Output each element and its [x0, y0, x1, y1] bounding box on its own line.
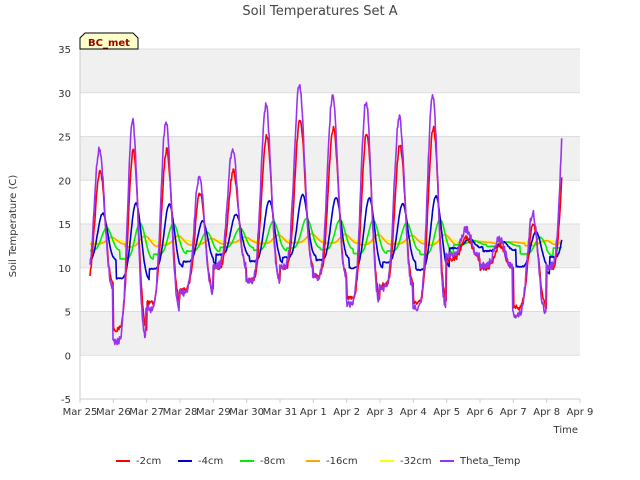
y-tick-label: 15: [58, 220, 71, 231]
legend-label: -16cm: [326, 456, 358, 467]
series-lines: [89, 84, 563, 346]
legend-item: -4cm: [178, 456, 223, 467]
legend-item: -16cm: [306, 456, 358, 467]
badge-box: [79, 32, 139, 50]
plot-band: [80, 49, 580, 93]
x-tick-label: Apr 2: [333, 407, 360, 418]
x-tick-label: Apr 7: [500, 407, 527, 418]
y-tick-label: 30: [58, 89, 71, 100]
series-line-thetatemp: [89, 84, 563, 346]
x-tick-label: Mar 25: [63, 407, 98, 418]
y-tick-label: 10: [58, 264, 71, 275]
x-tick-label: Apr 6: [467, 407, 494, 418]
series-line-4cm: [89, 193, 563, 281]
x-tick-label: Mar 31: [263, 407, 298, 418]
legend-label: Theta_Temp: [459, 456, 520, 467]
legend-item: -2cm: [116, 456, 161, 467]
axes: [79, 49, 580, 400]
legend-item: Theta_Temp: [440, 456, 520, 467]
legend-label: -32cm: [400, 456, 432, 467]
x-tick-label: Apr 1: [300, 407, 327, 418]
y-tick-label: 0: [65, 351, 71, 362]
y-tick-label: 20: [58, 176, 71, 187]
x-tick-label: Mar 26: [96, 407, 131, 418]
y-axis-label: Soil Temperature (C): [8, 175, 19, 278]
legend-item: -32cm: [380, 456, 432, 467]
y-tick-label: 35: [58, 45, 71, 56]
legend-item: -8cm: [240, 456, 285, 467]
legend-label: -4cm: [198, 456, 223, 467]
legend-label: -8cm: [260, 456, 285, 467]
x-tick-label: Apr 4: [400, 407, 427, 418]
x-tick-label: Apr 5: [433, 407, 460, 418]
y-tick-label: 25: [58, 133, 71, 144]
x-tick-label: Apr 9: [567, 407, 594, 418]
x-tick-label: Mar 28: [163, 407, 198, 418]
series-line-8cm: [89, 217, 563, 261]
badge-text: BC_met: [88, 38, 130, 49]
legend-label: -2cm: [136, 456, 161, 467]
x-tick-label: Mar 30: [229, 407, 264, 418]
y-tick-label: -5: [61, 395, 71, 406]
chart-title: Soil Temperatures Set A: [242, 4, 397, 19]
x-tick-label: Mar 29: [196, 407, 231, 418]
y-axis-ticks: -5 0 5 10 15 20 25 30 35: [58, 45, 71, 406]
legend: -2cm -4cm -8cm -16cm -32cm Theta_Temp: [116, 456, 520, 467]
x-axis-label: Time: [553, 425, 578, 436]
x-tick-label: Mar 27: [129, 407, 164, 418]
plot-band: [80, 311, 580, 356]
station-badge: BC_met: [79, 32, 139, 50]
y-tick-label: 5: [65, 308, 71, 319]
series-line-2cm: [89, 119, 563, 333]
x-tick-label: Apr 8: [533, 407, 560, 418]
x-tick-label: Apr 3: [367, 407, 394, 418]
